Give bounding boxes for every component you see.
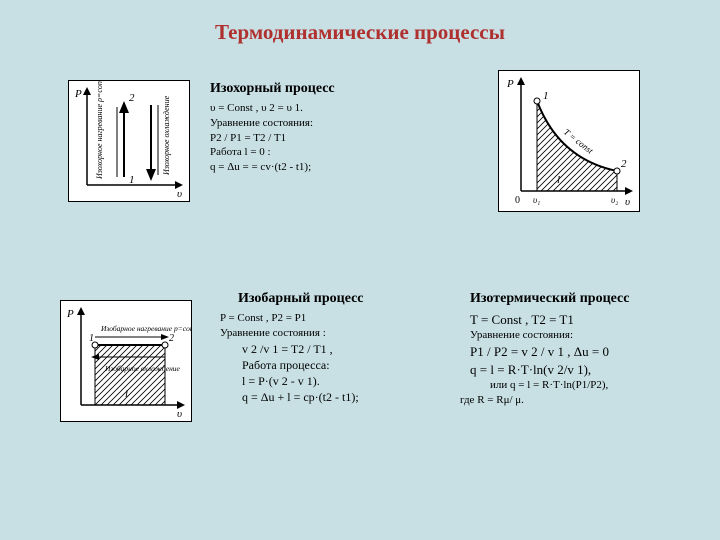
axis-x: υ <box>625 196 630 208</box>
isothermic-l5: или q = l = R·T·ln(P1/P2), <box>460 378 700 393</box>
isobaric-text: Изобарный процесс P = Const , P2 = P1 Ур… <box>220 290 440 405</box>
isochoric-l5: q = Δu = = cv·(t2 - t1); <box>210 160 440 175</box>
isobaric-l2: Уравнение состояния : <box>220 326 440 341</box>
axis-y-label: P <box>74 88 82 100</box>
diagram-isochoric-svg: P υ 2 1 Изохорное нагревание ρ=const Изо… <box>69 81 189 201</box>
isochoric-heading: Изохорный процесс <box>210 80 440 99</box>
isothermic-l4: q = l = R·T·ln(v 2/v 1), <box>460 361 700 379</box>
isothermic-text: Изотермический процесс T = Const , T2 = … <box>460 290 700 408</box>
diagram-isotherm-svg: P υ 0 1 2 T = const l υ₁ υ₂ <box>499 71 639 211</box>
isochoric-l1: υ = Const , υ 2 = υ 1. <box>210 101 440 116</box>
slide: Термодинамические процессы P υ 2 1 Изохо… <box>0 0 720 540</box>
isochoric-text: Изохорный процесс υ = Const , υ 2 = υ 1.… <box>210 80 440 175</box>
left-proc-label: Изохорное нагревание ρ=const <box>95 81 104 180</box>
area-label: l <box>557 174 560 186</box>
diagram-isobaric-svg: P υ 1 2 Изобарное нагревание p=const Изо… <box>61 301 191 421</box>
isothermic-heading: Изотермический процесс <box>460 290 700 309</box>
page-title: Термодинамические процессы <box>0 20 720 45</box>
x1: υ₁ <box>533 195 540 205</box>
diagram-isochoric: P υ 2 1 Изохорное нагревание ρ=const Изо… <box>68 80 190 202</box>
axis-x-label: υ <box>177 188 182 200</box>
area-label: l <box>125 388 128 400</box>
isobaric-l5: l = P·(v 2 - v 1). <box>220 373 440 389</box>
pt1: 1 <box>89 333 94 344</box>
diagram-isobaric: P υ 1 2 Изобарное нагревание p=const Изо… <box>60 300 192 422</box>
top-label: Изобарное нагревание p=const <box>100 324 191 333</box>
isobaric-heading: Изобарный процесс <box>220 290 440 309</box>
pt2: 2 <box>169 333 174 344</box>
pt2: 2 <box>129 92 135 104</box>
pt1: 1 <box>129 174 135 186</box>
right-proc-label: Изохорное охлаждение <box>162 95 171 176</box>
isobaric-l6: q = Δu + l = cp·(t2 - t1); <box>220 389 440 405</box>
isothermic-l2: Уравнение состояния: <box>460 328 700 343</box>
isochoric-l4: Работа l = 0 : <box>210 145 440 160</box>
bot-label: Изобарное охлаждение <box>104 364 181 373</box>
pt1: 1 <box>543 90 549 102</box>
pt2: 2 <box>621 158 627 170</box>
axis-x: υ <box>177 408 182 420</box>
diagram-isotherm: P υ 0 1 2 T = const l υ₁ υ₂ <box>498 70 640 212</box>
origin: 0 <box>515 195 520 206</box>
isothermic-l6: где R = Rμ/ μ. <box>460 393 700 408</box>
axis-y: P <box>66 308 74 320</box>
isothermic-l3: P1 / P2 = v 2 / v 1 , Δu = 0 <box>460 343 700 361</box>
isochoric-l2: Уравнение состояния: <box>210 116 440 131</box>
x2: υ₂ <box>611 195 618 205</box>
axis-y: P <box>506 78 514 90</box>
isobaric-l4: Работа процесса: <box>220 357 440 373</box>
isobaric-l3: v 2 /v 1 = T2 / T1 , <box>220 341 440 357</box>
isothermic-l1: T = Const , T2 = T1 <box>460 311 700 329</box>
isochoric-l3: P2 / P1 = T2 / T1 <box>210 131 440 146</box>
isobaric-l1: P = Const , P2 = P1 <box>220 311 440 326</box>
